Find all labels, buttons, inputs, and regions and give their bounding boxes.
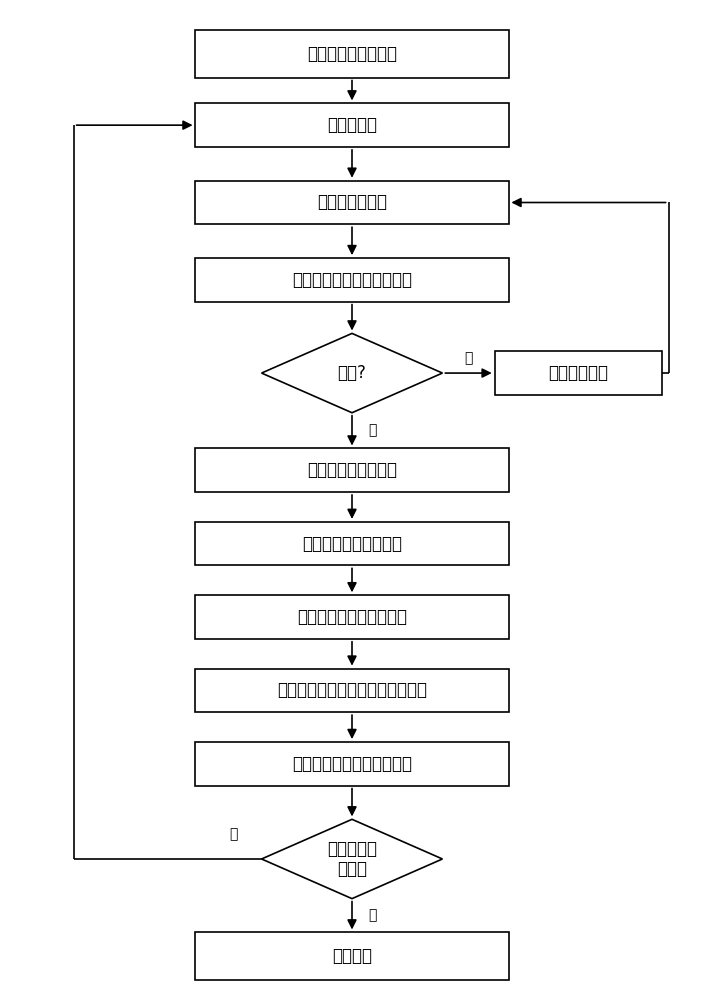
Bar bbox=[196, 258, 508, 302]
Bar bbox=[196, 932, 508, 980]
Text: 收敛?: 收敛? bbox=[337, 364, 367, 382]
Text: 根据扩展条件增加单元: 根据扩展条件增加单元 bbox=[302, 535, 402, 553]
Bar bbox=[495, 351, 662, 395]
Text: 计算封闭井筒位置的位移: 计算封闭井筒位置的位移 bbox=[297, 608, 407, 626]
Text: 是否达到结
束时刻: 是否达到结 束时刻 bbox=[327, 840, 377, 878]
Text: 计算井筒内流动: 计算井筒内流动 bbox=[317, 193, 387, 211]
Text: 更新流量分配: 更新流量分配 bbox=[548, 364, 608, 382]
Text: 否: 否 bbox=[465, 351, 472, 365]
Text: 输入地质和工程参数: 输入地质和工程参数 bbox=[307, 45, 397, 63]
Bar bbox=[196, 30, 508, 78]
Polygon shape bbox=[262, 333, 442, 413]
Bar bbox=[196, 742, 508, 786]
Bar bbox=[196, 181, 508, 224]
Text: 计算封闭井筒的压力和压力变化率: 计算封闭井筒的压力和压力变化率 bbox=[277, 681, 427, 699]
Bar bbox=[196, 522, 508, 565]
Polygon shape bbox=[262, 819, 442, 899]
Text: 根据高斯滤波进行数据光滑: 根据高斯滤波进行数据光滑 bbox=[292, 755, 412, 773]
Text: 求解裂缝扩展流固耦合方程: 求解裂缝扩展流固耦合方程 bbox=[292, 271, 412, 289]
Text: 是: 是 bbox=[369, 909, 377, 923]
Bar bbox=[196, 448, 508, 492]
Bar bbox=[196, 669, 508, 712]
Text: 否: 否 bbox=[230, 827, 238, 841]
Text: 输出结果: 输出结果 bbox=[332, 947, 372, 965]
Text: 是: 是 bbox=[369, 424, 377, 438]
Bar bbox=[196, 595, 508, 639]
Bar bbox=[196, 103, 508, 147]
Text: 时间步递增: 时间步递增 bbox=[327, 116, 377, 134]
Text: 更新单元宽度和压力: 更新单元宽度和压力 bbox=[307, 461, 397, 479]
